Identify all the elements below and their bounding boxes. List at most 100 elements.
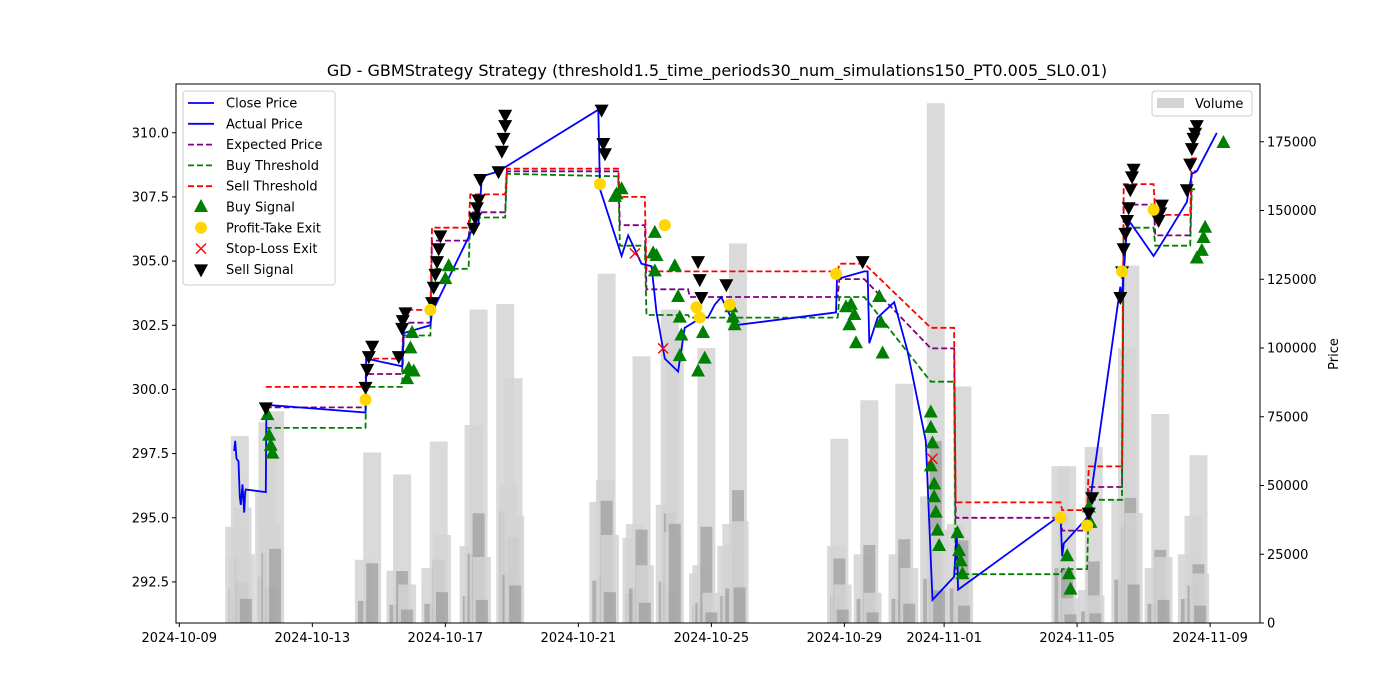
buy-signal-marker [952,543,967,557]
sell-signal-marker [469,202,484,216]
legend-swatch-stoploss [195,243,207,255]
buy-signal-marker [696,324,711,338]
y-axis-right-label: Price [1327,338,1342,370]
sell-signal-marker [691,256,706,270]
volume-bar-overlap [436,592,449,623]
x-tick-label: 2024-10-17 [408,631,484,646]
buy-signal-marker [1196,230,1211,243]
x-tick-label: 2024-10-13 [275,631,351,646]
sell-signal-marker [1113,292,1128,306]
y-axis-left: 292.5 295.0 297.5 300.0 302.5 305.0 307.5 310.0 [132,126,176,590]
profit-take-marker [1081,519,1094,532]
buy-signal-marker [263,437,278,451]
buy-signal-marker [667,258,682,272]
signal-markers [258,104,1231,595]
buy-signal-marker [649,247,664,261]
volume-bar-overlap [475,599,488,623]
buy-signal-marker [614,181,629,195]
buy-signal-marker [672,348,687,362]
sell-signal-marker [1081,507,1096,521]
y-left-tick-label: 292.5 [132,575,169,590]
buy-signal-marker [691,363,706,377]
buy-signal-marker [873,314,888,328]
buy-signal-marker [1060,548,1075,562]
sell-signal-marker [471,194,486,208]
sell-signal-marker [473,173,488,187]
buy-signal-marker [925,435,940,449]
buy-signal-marker [844,296,859,310]
y-right-tick-label: 100000 [1267,342,1317,357]
legend-label: Expected Price [226,138,323,153]
legend-label: Profit-Take Exit [226,221,321,236]
sell-signal-marker [498,120,513,134]
sell-signal-marker [1123,184,1138,198]
buy-signal-marker [671,289,686,303]
y-left-tick-label: 305.0 [132,255,169,270]
y-right-tick-label: 125000 [1267,273,1317,288]
sell-signal-marker [428,268,443,282]
y-axis-right: 0 25000 50000 75000 100000 125000 150000 175000 [1260,135,1317,632]
volume-bar-overlap [958,605,971,623]
sell-signal-marker [1121,202,1136,216]
buy-signal-marker [928,504,943,518]
x-tick-label: 2024-11-01 [906,631,982,646]
legend-label: Actual Price [226,117,303,132]
buy-signal-marker [955,566,970,580]
sell-signal-marker [398,307,413,321]
plot-area [175,83,1261,624]
legend-label: Sell Signal [226,263,294,278]
buy-signal-marker [1194,242,1209,256]
sell-signal-marker [719,279,734,293]
profit-take-marker [658,219,671,232]
buy-signal-marker [647,224,662,238]
buy-signal-marker [674,327,689,341]
sell-threshold-line [265,157,1197,511]
buy-signal-marker [405,324,420,338]
stop-loss-marker [629,247,641,259]
buy-signal-marker [647,263,662,277]
y-right-tick-label: 50000 [1267,479,1308,494]
y-left-tick-label: 302.5 [132,319,169,334]
sell-signal-marker [1119,215,1134,229]
volume-bar-overlap [836,609,849,623]
legend-swatch-volume [1157,98,1184,108]
buy-signal-marker [1189,250,1204,264]
sell-signal-marker [1116,243,1131,257]
legend-right: Volume [1151,90,1253,117]
buy-signal-marker [1198,219,1213,233]
buy-signal-marker [923,404,938,418]
volume-bar-overlap [269,548,282,623]
x-tick-label: 2024-11-05 [1039,631,1115,646]
buy-signal-marker [930,522,945,536]
sell-signal-marker [468,212,483,226]
volume-bars [225,103,1210,623]
chart-title: GD - GBMStrategy Strategy (threshold1.5_… [327,61,1107,81]
sell-signal-marker [426,281,441,295]
x-tick-label: 2024-10-29 [807,631,883,646]
buy-signal-marker [1061,566,1076,580]
buy-signal-marker [927,489,942,503]
volume-bar-overlap [733,587,746,623]
buy-signal-marker [260,407,275,421]
buy-signal-marker [438,271,453,285]
x-tick-label: 2024-11-09 [1172,631,1248,646]
buy-signal-marker [923,458,938,472]
legend-label: Buy Threshold [226,159,319,174]
sell-signal-marker [365,340,380,354]
buy-signal-marker [953,553,968,567]
legend-label: Stop-Loss Exit [226,242,318,257]
profit-take-marker [359,393,372,406]
volume-bar-overlap [933,590,946,623]
sell-signal-marker [360,363,375,377]
y-left-tick-label: 295.0 [132,511,169,526]
legend-label: Close Price [226,97,297,112]
volume-bar-overlap [239,598,252,623]
legend-right-box [1151,90,1253,117]
sell-signal-marker [596,138,611,152]
sell-signal-marker [694,292,709,306]
buy-signal-marker [848,335,863,349]
x-tick-label: 2024-10-21 [541,631,617,646]
stop-loss-marker [926,453,938,465]
sell-signal-marker [1189,120,1204,134]
